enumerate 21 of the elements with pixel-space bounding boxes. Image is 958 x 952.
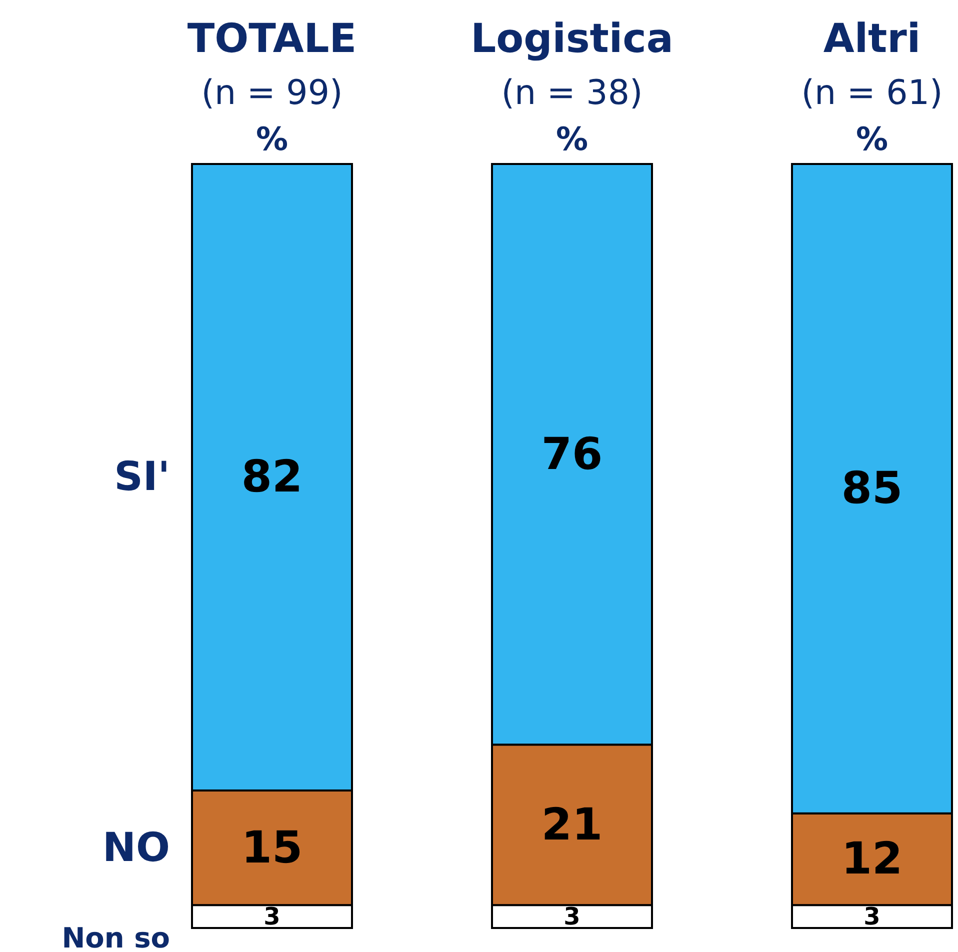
x-tick-label: Altri [823,16,921,62]
text: % [256,120,288,158]
text: (n = 99) [201,73,343,113]
data-label: 12 [841,834,903,885]
data-label: 3 [864,902,880,931]
text: (n = 38) [501,73,643,113]
series-label: NO [102,824,170,871]
data-label: 85 [841,463,903,514]
x-tick-label: TOTALE [187,16,357,62]
data-label: 15 [241,822,303,874]
data-label: 76 [541,428,603,480]
x-tick-label: Logistica [470,16,674,62]
data-label: 3 [264,902,280,931]
text: % [856,120,888,158]
data-label: 82 [241,452,303,503]
text: % [556,120,588,158]
data-label: 3 [564,902,580,931]
series-label: Non so [62,922,170,952]
data-label: 21 [541,799,603,850]
series-label: SI' [114,454,170,500]
text: (n = 61) [801,73,943,113]
